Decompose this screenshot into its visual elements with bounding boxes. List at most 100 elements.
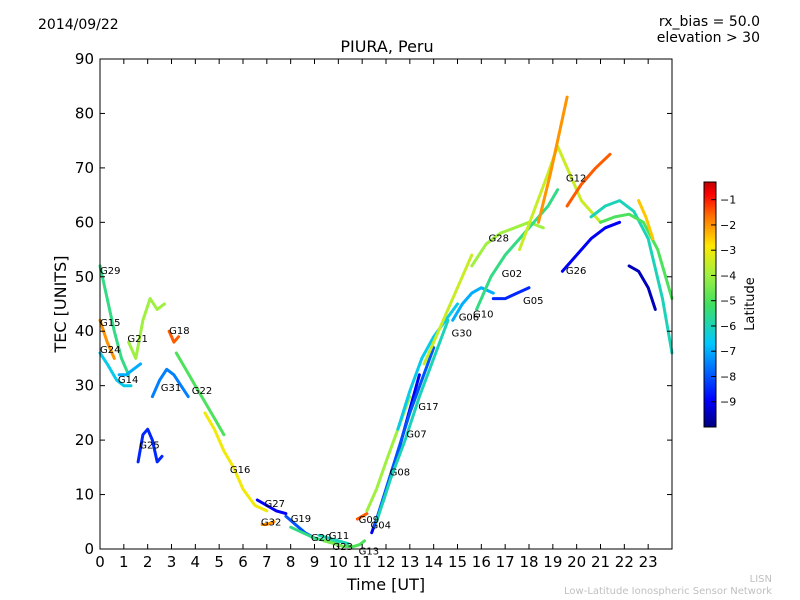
colorbar	[703, 181, 717, 428]
satellite-label: G16	[230, 465, 250, 476]
colorbar-label: Latitude	[743, 277, 758, 331]
series-g26b	[627, 264, 657, 311]
satellite-label: G14	[118, 375, 138, 386]
colorbar-tick-label: −2	[720, 219, 736, 232]
satellite-label: G29	[100, 266, 120, 277]
series-g03	[537, 95, 569, 224]
footer-lisn: LISN	[749, 574, 772, 585]
y-tick-label: 30	[75, 377, 94, 395]
series-g30	[396, 302, 459, 431]
series-g16	[203, 411, 269, 513]
chart-title: PIURA, Peru	[340, 37, 434, 56]
colorbar-tick-label: −1	[720, 194, 736, 207]
series-g29	[98, 264, 131, 377]
x-axis-label: Time [UT]	[346, 575, 425, 594]
series-g22	[174, 351, 226, 437]
y-tick-label: 40	[75, 322, 94, 340]
rx-bias-label: rx_bias = 50.0	[658, 14, 760, 30]
series-g09	[355, 512, 369, 521]
satellite-label: G23	[332, 542, 352, 553]
x-tick-label: 7	[262, 553, 272, 571]
series-g17	[375, 318, 450, 524]
y-axis-label: TEC [UNITS]	[51, 256, 70, 354]
x-tick-label: 9	[310, 553, 320, 571]
satellite-label: G27	[265, 499, 285, 510]
satellite-label: G02	[502, 269, 522, 280]
series-g25	[136, 427, 164, 464]
x-tick-label: 19	[543, 553, 562, 571]
satellite-label: G05	[523, 296, 543, 307]
colorbar-tick-label: −9	[720, 396, 736, 409]
x-tick-label: 14	[424, 553, 443, 571]
satellite-label: G30	[452, 329, 472, 340]
x-tick-label: 22	[615, 553, 634, 571]
series-g12	[518, 144, 602, 252]
y-tick-label: 80	[75, 104, 94, 122]
series-g14	[117, 362, 142, 377]
axis-ticks: 0 1 2 3 4 5 6 7 8 9 10 11 12 13 14 15 16 17 18 19 20 21 22 2301…	[75, 50, 672, 571]
series-g18	[167, 329, 181, 344]
satellite-label: G04	[371, 520, 391, 531]
elevation-label: elevation > 30	[656, 30, 760, 46]
satellite-label: G20	[311, 533, 331, 544]
colorbar-tick-label: −7	[720, 345, 736, 358]
satellite-label: G07	[406, 429, 426, 440]
satellite-label: G21	[127, 334, 147, 345]
x-tick-label: 8	[286, 553, 296, 571]
series-g13	[344, 539, 366, 549]
series-g31	[150, 367, 190, 399]
series-g32	[260, 520, 276, 526]
y-tick-label: 70	[75, 159, 94, 177]
satellite-label: G09	[359, 515, 379, 526]
satellite-label: G28	[489, 233, 509, 244]
series-g31b	[565, 152, 612, 208]
x-tick-label: 12	[376, 553, 395, 571]
series-g32b	[637, 199, 655, 241]
x-tick-label: 5	[214, 553, 224, 571]
satellite-label: G25	[139, 440, 159, 451]
series-g21	[127, 297, 166, 360]
y-tick-label: 50	[75, 268, 94, 286]
settings-label: rx_bias = 50.0 elevation > 30	[657, 14, 760, 46]
satellite-label: G11	[329, 531, 349, 542]
x-tick-label: 3	[167, 553, 177, 571]
colorbar-tick-label: −5	[720, 295, 736, 308]
x-tick-label: 21	[591, 553, 610, 571]
satellite-label: G06	[459, 312, 479, 323]
colorbar-ticks: −1 −2 −3 −4 −5 −6 −7 −8 −9	[711, 194, 736, 409]
satellite-label: G15	[100, 318, 120, 329]
colorbar-tick-label: −4	[720, 269, 736, 282]
series-g27	[255, 498, 288, 516]
colorbar-tick-label: −3	[720, 244, 736, 257]
colorbar-tick-label: −6	[720, 320, 736, 333]
series-g06	[422, 253, 474, 366]
x-tick-label: 13	[400, 553, 419, 571]
footer-credit: LISN Low-Latitude Ionospheric Sensor Net…	[564, 574, 772, 598]
satellite-label: G32	[261, 518, 281, 529]
satellite-label: G13	[359, 546, 379, 557]
satellite-label: G08	[390, 468, 410, 479]
x-tick-label: 10	[329, 553, 348, 571]
x-tick-label: 2	[143, 553, 153, 571]
series-g02	[475, 188, 560, 311]
satellite-label: G19	[291, 514, 311, 525]
footer-network: Low-Latitude Ionospheric Sensor Network	[564, 586, 772, 597]
satellite-label: G17	[418, 402, 438, 413]
series-g11	[317, 533, 350, 546]
x-tick-label: 11	[353, 553, 372, 571]
x-tick-label: 15	[448, 553, 467, 571]
x-tick-label: 20	[567, 553, 586, 571]
series-g24	[98, 351, 133, 388]
series-g26	[560, 220, 622, 273]
x-tick-label: 23	[639, 553, 658, 571]
satellite-label: G12	[566, 174, 586, 185]
satellite-label: G31	[161, 383, 181, 394]
series-g15	[98, 318, 116, 360]
y-tick-label: 90	[75, 50, 94, 68]
x-tick-label: 16	[472, 553, 491, 571]
series-g01	[589, 199, 674, 355]
satellite-label: G18	[169, 326, 189, 337]
satellite-label: G26	[566, 266, 586, 277]
y-tick-label: 60	[75, 213, 94, 231]
